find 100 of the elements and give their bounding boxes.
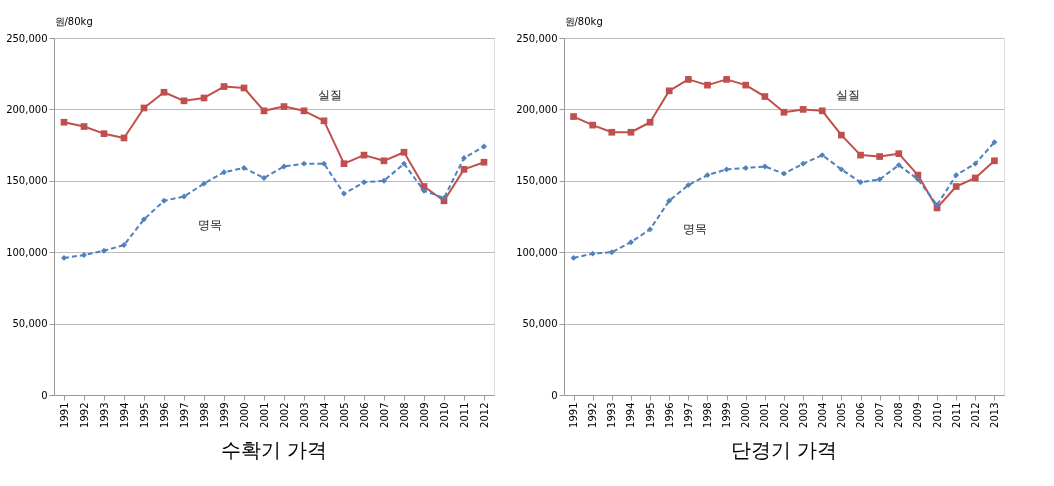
annotation: 명목 [683,221,708,236]
x-tick-label: 2013 [988,402,1000,428]
x-tick-label: 1997 [682,402,694,428]
y-axis-title: 원/80kg [54,15,93,27]
point [952,183,960,190]
x-tick-label: 1993 [606,402,618,428]
x-tick-label: 2011 [458,402,470,428]
x-tick-label: 2012 [969,402,981,428]
x-tick-label: 1994 [625,402,637,428]
point [160,88,168,96]
point [589,250,596,257]
point [761,163,768,170]
point [570,254,577,261]
point [460,166,468,173]
x-tick-label: 2000 [238,402,250,428]
point [991,157,998,165]
x-tick-label: 1996 [158,402,170,428]
point [60,118,68,126]
point [61,254,67,261]
point [647,226,654,233]
x-tick-label: 2007 [874,402,886,428]
point [799,106,807,113]
point [876,153,884,160]
y-tick-label: 250,000 [6,32,48,44]
x-tick-label: 2008 [893,402,905,428]
x-tick-label: 2000 [740,402,752,428]
point [628,239,634,246]
x-tick-label: 1999 [218,402,230,428]
y-tick-label: 0 [41,389,48,401]
point [320,117,328,125]
y-tick-label: 200,000 [6,103,48,115]
x-tick-label: 2005 [338,402,350,428]
point [742,81,750,89]
point [280,103,288,110]
point [857,179,864,186]
point [121,242,127,249]
point [261,174,267,181]
y-tick-label: 100,000 [6,246,48,258]
y-tick-label: 150,000 [6,175,48,187]
point [685,182,692,189]
point [161,197,167,204]
point [627,128,635,136]
point [991,139,998,146]
point [101,247,107,254]
x-tick-label: 2010 [438,402,450,428]
point [895,162,902,169]
x-tick-label: 1998 [701,402,713,428]
point [400,148,408,156]
point [301,160,307,167]
point [441,194,447,201]
point [781,170,787,177]
point [971,174,979,182]
point [201,180,207,187]
x-tick-label: 2009 [912,402,924,428]
x-tick-label: 2004 [816,402,828,428]
point [742,164,749,171]
point [761,93,769,100]
point [895,150,903,158]
point [838,131,845,139]
point [260,107,268,115]
point [684,76,692,83]
point [780,108,788,116]
y-tick-label: 0 [551,389,558,401]
point [480,158,488,166]
point [141,216,147,223]
point [665,87,673,95]
x-tick-label: 1999 [721,402,733,428]
y-tick-label: 250,000 [516,32,558,44]
x-tick-label: 2002 [278,402,290,428]
point [321,160,327,167]
point [221,169,227,176]
y-tick-label: 200,000 [516,103,558,115]
point [481,143,487,150]
x-tick-label: 1994 [118,402,130,428]
y-tick-label: 50,000 [522,318,558,330]
point [361,179,367,186]
y-tick-label: 150,000 [516,175,558,187]
annotation: 실질 [318,87,342,102]
point [646,118,654,126]
point [100,130,108,138]
point [80,123,88,130]
x-tick-label: 2001 [258,402,270,428]
x-tick-label: 1996 [663,402,675,428]
x-tick-label: 2006 [358,402,370,428]
point [608,128,616,136]
point [953,172,960,179]
x-tick-label: 2012 [478,402,490,428]
x-tick-label: 2005 [835,402,847,428]
point [589,121,597,129]
point [723,76,730,83]
x-tick-label: 1992 [587,402,599,428]
annotation: 실질 [836,87,861,102]
point [380,157,388,165]
point [819,152,826,159]
x-tick-label: 1992 [78,402,90,428]
point [181,193,187,200]
x-tick-label: 1993 [98,402,110,428]
x-tick-label: 2006 [855,402,867,428]
annotation: 명목 [198,217,222,232]
point [180,97,188,105]
